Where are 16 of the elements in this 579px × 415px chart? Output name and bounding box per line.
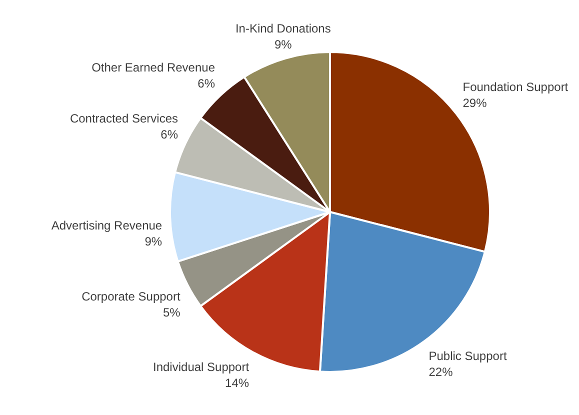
data-label: 14% xyxy=(225,376,250,390)
data-label: 5% xyxy=(162,305,181,320)
slice-label: Advertising Revenue xyxy=(51,218,162,232)
data-label: 9% xyxy=(274,38,292,52)
slice-label: Public Support xyxy=(428,348,508,363)
slice-label: Contracted Services xyxy=(70,111,178,126)
data-label: 6% xyxy=(198,76,216,91)
slice-label: Other Earned Revenue xyxy=(92,60,216,75)
data-label: 29% xyxy=(462,96,488,110)
slice-label: In-Kind Donations xyxy=(235,22,331,36)
data-label: 9% xyxy=(144,234,162,248)
slice-label: Corporate Support xyxy=(82,289,181,304)
data-label: 22% xyxy=(428,364,454,379)
data-label: 6% xyxy=(160,127,178,142)
slice-label: Foundation Support xyxy=(462,80,569,94)
slice-label: Individual Support xyxy=(152,360,250,374)
